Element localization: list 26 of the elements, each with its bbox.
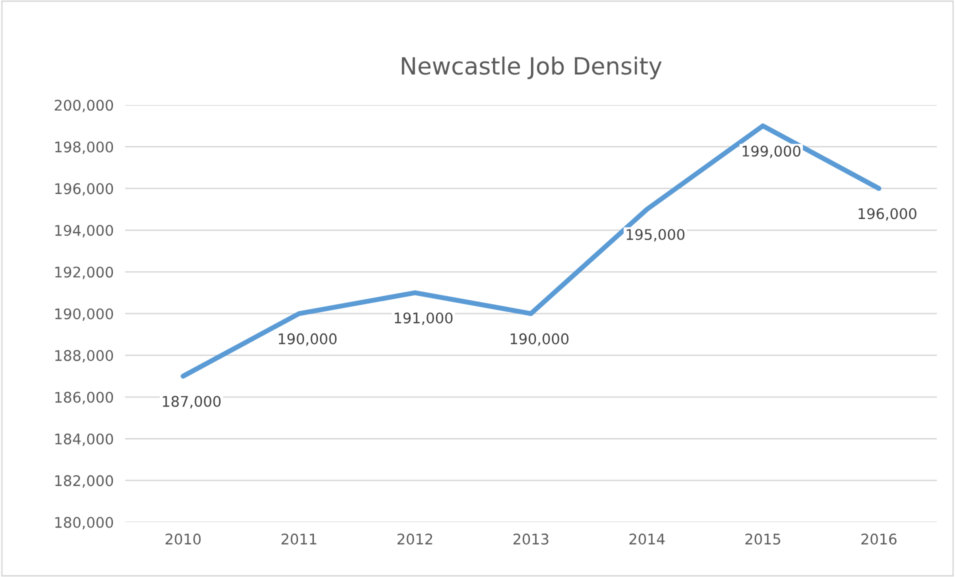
- x-tick-label: 2012: [398, 534, 432, 545]
- y-tick-label: 198,000: [55, 141, 114, 154]
- y-tick-label: 192,000: [55, 266, 114, 280]
- data-label: 196,000: [858, 208, 916, 221]
- y-tick-label: 190,000: [55, 308, 114, 321]
- y-tick-label: 182,000: [55, 475, 114, 488]
- y-tick-label: 194,000: [55, 224, 114, 238]
- data-label: 191,000: [394, 312, 453, 325]
- data-label: 187,000: [162, 396, 221, 408]
- y-tick-label: 200,000: [54, 100, 114, 112]
- data-label: 190,000: [510, 333, 568, 346]
- data-label: 190,000: [278, 333, 337, 346]
- x-tick-label: 2010: [166, 534, 201, 545]
- chart-title: Newcastle Job Density: [402, 56, 662, 80]
- data-label: 195,000: [626, 229, 684, 242]
- x-tick-label: 2015: [745, 534, 780, 545]
- x-tick-label: 2016: [861, 534, 897, 545]
- y-tick-label: 196,000: [55, 183, 114, 196]
- data-label: 199,000: [742, 146, 800, 158]
- x-tick-label: 2013: [513, 534, 548, 545]
- y-tick-label: 180,000: [55, 516, 114, 530]
- x-tick-label: 2011: [282, 534, 316, 545]
- y-tick-label: 186,000: [55, 392, 114, 404]
- x-tick-label: 2014: [629, 534, 665, 545]
- y-tick-label: 184,000: [55, 433, 114, 446]
- y-tick-label: 188,000: [55, 350, 114, 363]
